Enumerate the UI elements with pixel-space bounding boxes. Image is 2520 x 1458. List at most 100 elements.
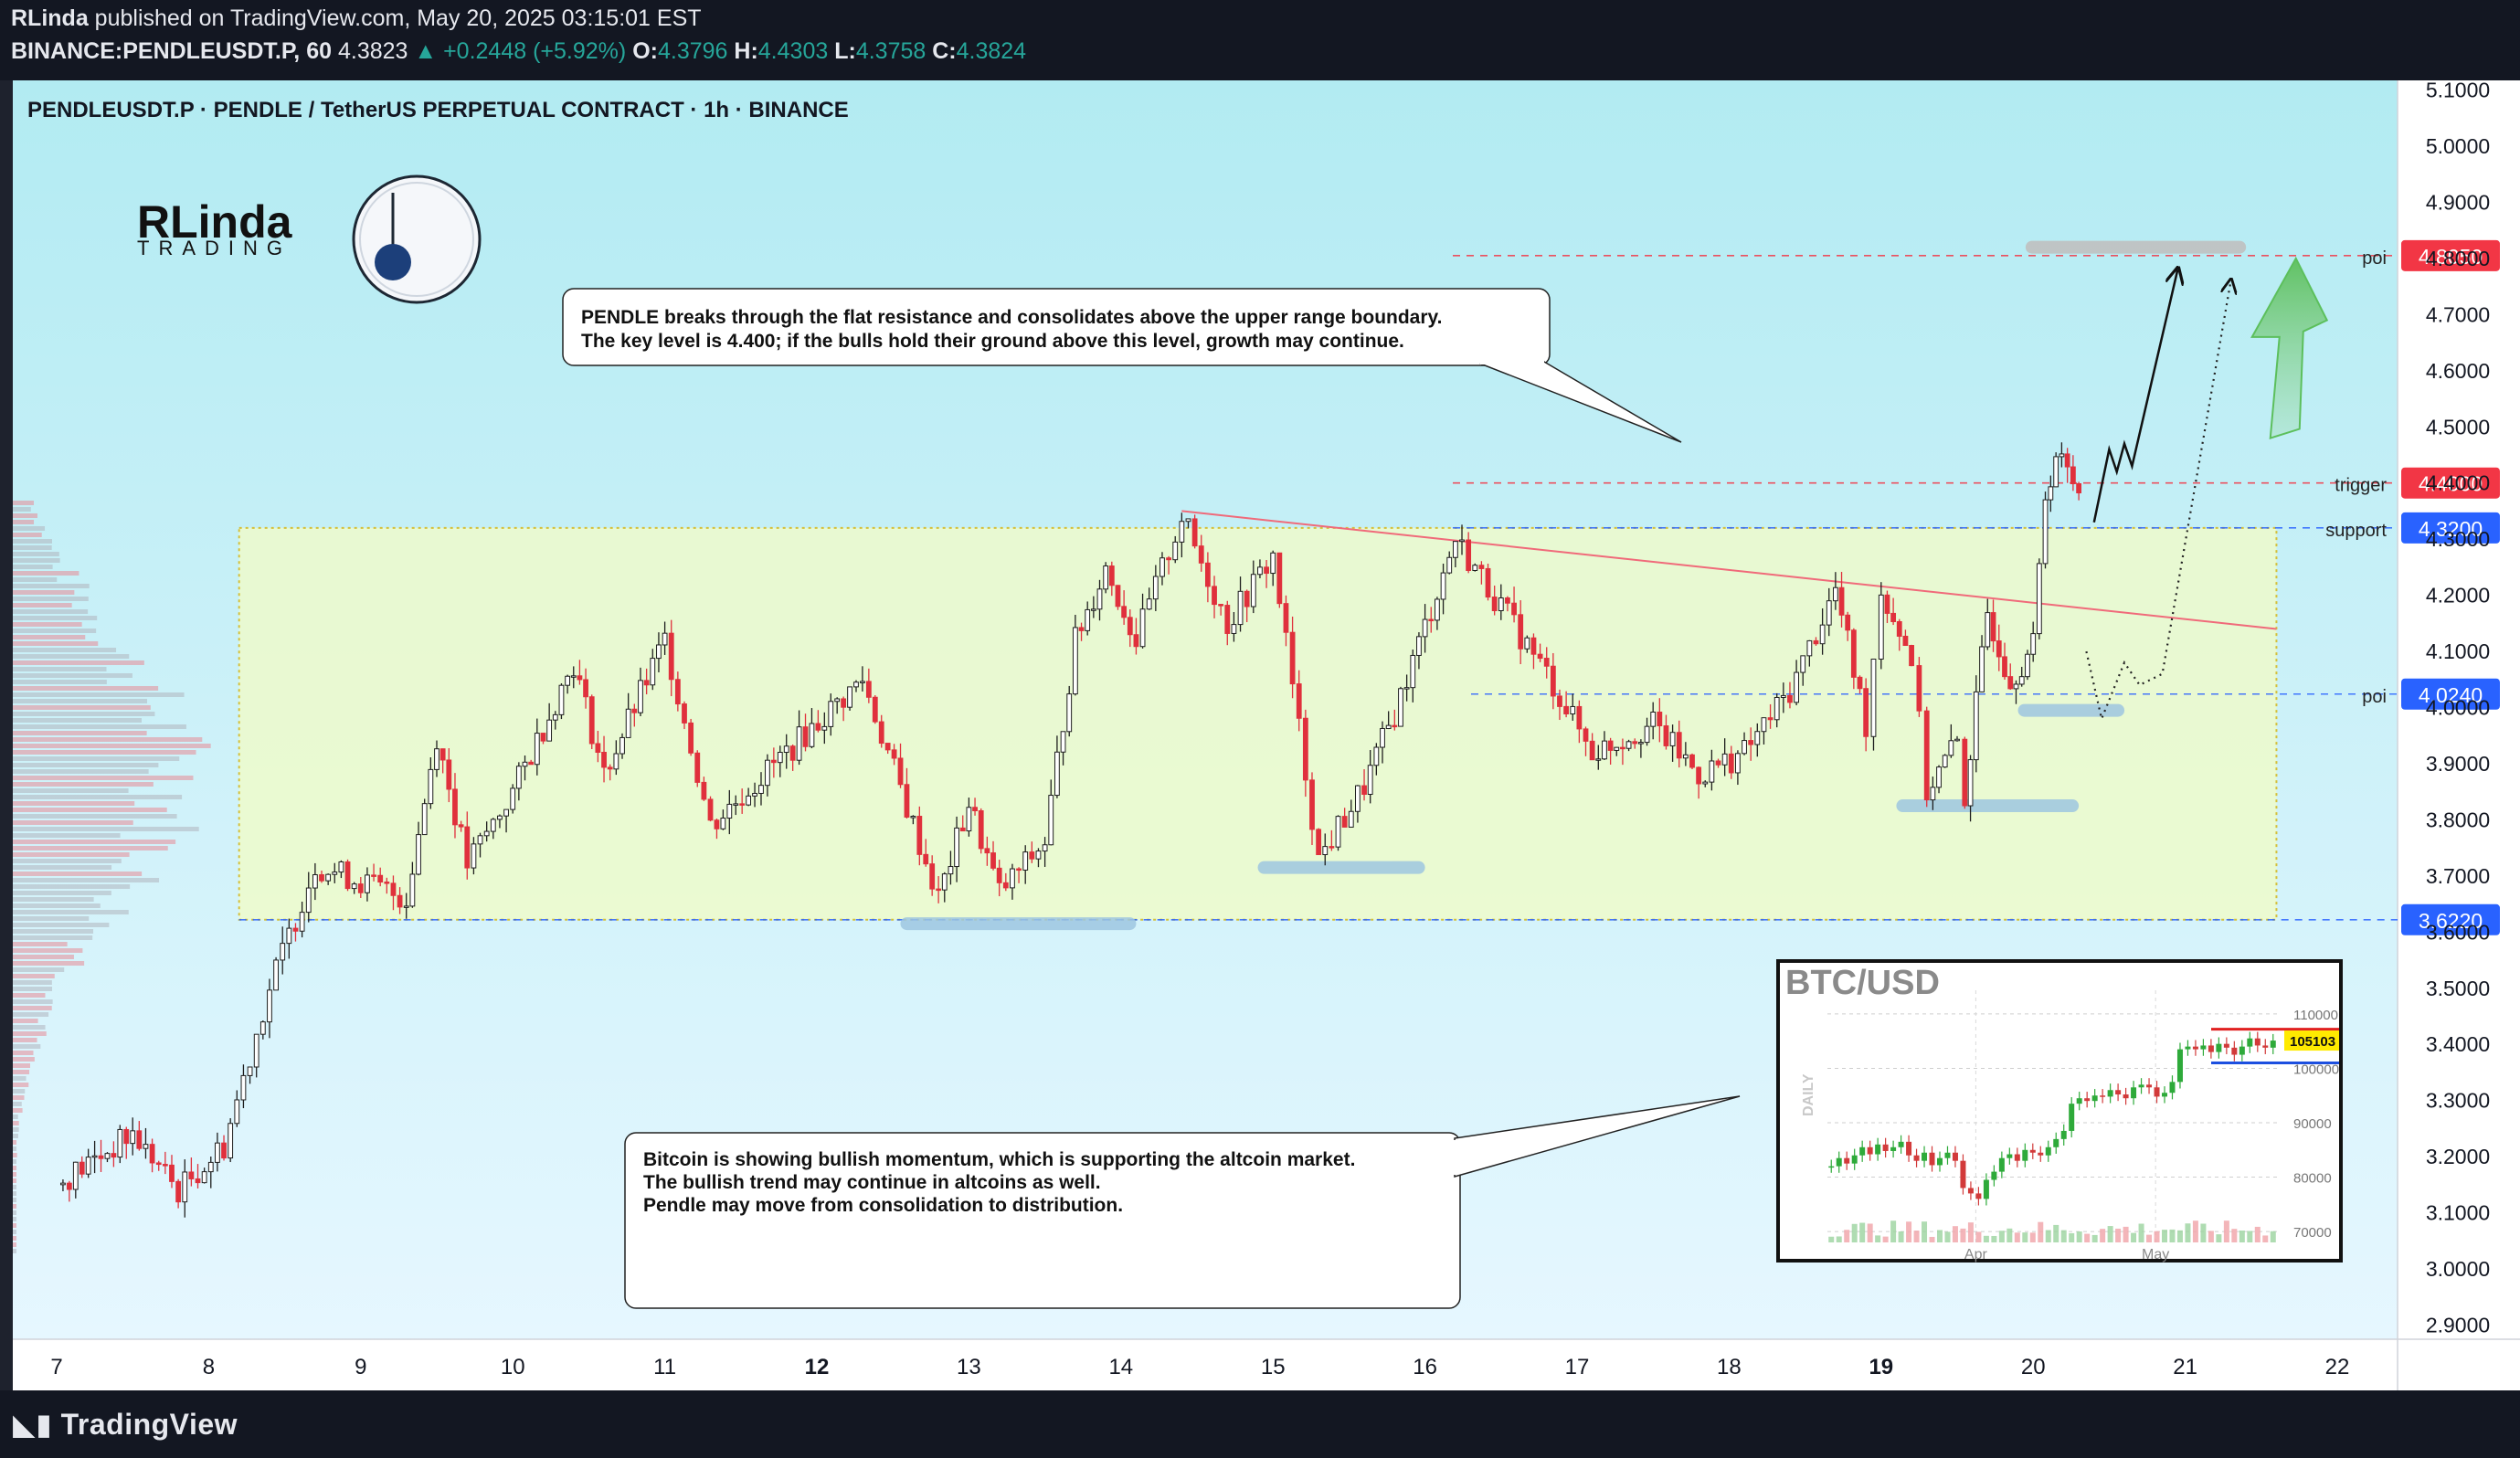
time-axis[interactable]	[13, 1339, 2398, 1390]
candle-body	[2059, 453, 2065, 458]
inset-volume-bar	[2223, 1220, 2229, 1242]
price-tick-label: 4.2000	[2426, 584, 2490, 608]
callout-top[interactable]: PENDLE breaks through the flat resistanc…	[562, 288, 1682, 443]
candle-body	[2076, 483, 2082, 494]
candle-body	[1909, 645, 1914, 667]
horizontal-levels: poi 4.8050 trigger 4.4000 support 4.3200 poi 4.…	[238, 239, 2500, 935]
volume-profile-bar	[13, 1057, 35, 1062]
price-tick-label: 5.1000	[2426, 80, 2490, 102]
callout-bottom[interactable]: Bitcoin is showing bullish momentum, whi…	[624, 1095, 1741, 1309]
candle-body	[694, 752, 701, 783]
candle-body	[1884, 594, 1890, 614]
candle-body	[2042, 499, 2049, 565]
candle-body	[1870, 659, 1877, 737]
candle-body	[1728, 753, 1734, 774]
candle-body	[72, 1161, 79, 1190]
candle-body	[1212, 586, 1217, 606]
candle-body	[91, 1155, 98, 1158]
candle-body	[503, 808, 509, 817]
candle-body	[471, 843, 477, 869]
candle-body	[1819, 624, 1826, 645]
volume-profile-bar	[13, 526, 46, 531]
projection-path-bullish[interactable]	[2092, 269, 2178, 523]
candle-body	[1863, 688, 1869, 737]
candle-body	[860, 681, 865, 683]
candle-body	[1283, 603, 1289, 633]
volume-profile-bar	[13, 1140, 16, 1145]
candle-body	[570, 675, 577, 678]
volume-profile-bar	[13, 1038, 37, 1042]
candle-body	[1595, 758, 1602, 761]
volume-profile-bar	[13, 910, 129, 914]
candle-body	[305, 887, 312, 914]
volume-profile-bar	[13, 507, 31, 512]
poi-zones	[900, 240, 2247, 931]
candle-body	[1108, 565, 1115, 586]
inset-volume-bar	[2239, 1231, 2245, 1242]
inset-volume-bar	[2169, 1229, 2176, 1242]
clock-logo-icon	[352, 174, 482, 304]
volume-profile	[13, 501, 211, 1253]
volume-profile-bar	[13, 1019, 38, 1023]
resistance-trendline[interactable]	[1181, 510, 2277, 630]
candle-body	[1466, 539, 1472, 571]
volume-profile-bar	[13, 1121, 19, 1125]
volume-profile-bar	[13, 1076, 26, 1081]
candle-body	[643, 680, 650, 686]
candle-body	[1583, 728, 1589, 742]
inset-volume-bar	[2091, 1234, 2098, 1242]
candle-body	[1289, 631, 1296, 685]
inset-candle-body	[2270, 1041, 2276, 1048]
candle-body	[2030, 633, 2037, 655]
level-badge-label: 4.0240	[2419, 683, 2483, 707]
author-name[interactable]: RLinda	[11, 5, 89, 31]
inset-volume-bar	[1828, 1236, 1835, 1242]
inset-candle-body	[2014, 1154, 2020, 1161]
volume-profile-bar	[13, 942, 68, 946]
candle-body	[929, 863, 936, 890]
bullish-arrow-icon[interactable]	[2250, 256, 2329, 439]
price-axis[interactable]	[2398, 80, 2520, 1339]
candle-body	[1813, 639, 1819, 645]
candle-body	[1826, 600, 1832, 626]
candle-body	[182, 1171, 188, 1203]
candle-body	[416, 834, 421, 875]
high-value: 4.4303	[757, 38, 829, 64]
candle-body	[490, 819, 496, 832]
btc-inset[interactable]: BTC/USD DAILY 110000 100000 90000 80000 7000…	[1776, 959, 2343, 1263]
volume-profile-bar	[13, 590, 75, 595]
inset-candle-body	[1983, 1179, 1989, 1199]
tradingview-logo[interactable]: ◣▮ TradingView	[13, 1407, 238, 1442]
candle-body	[2036, 563, 2042, 635]
candle-body	[201, 1171, 207, 1184]
volume-profile-bar	[13, 961, 85, 966]
price-chart[interactable]: poi 4.8050 trigger 4.4000 support 4.3200 poi 4.…	[0, 80, 2520, 1390]
inset-candle-body	[1913, 1155, 1920, 1161]
tradingview-brand-text: TradingView	[60, 1408, 238, 1441]
candle-body	[910, 816, 916, 819]
candle-body	[1392, 724, 1398, 728]
candle-body	[1857, 676, 1863, 690]
inset-candle-body	[2060, 1130, 2067, 1139]
candle-body	[1103, 565, 1109, 590]
candle-body	[1657, 712, 1663, 727]
level-badge-label: 4.3200	[2419, 517, 2483, 541]
volume-profile-bar	[13, 903, 101, 908]
candle-body	[1498, 597, 1504, 612]
candle-body	[79, 1161, 85, 1175]
candle-body	[954, 827, 959, 868]
volume-profile-bar	[13, 846, 168, 850]
close-label: C:	[932, 38, 957, 64]
candle-body	[1335, 816, 1341, 848]
inset-volume-bar	[1960, 1228, 1966, 1242]
inset-candle-body	[1851, 1155, 1858, 1164]
candle-body	[834, 698, 841, 703]
candle-body	[853, 681, 859, 688]
candle-body	[978, 809, 984, 850]
inset-volume-bar	[2060, 1230, 2067, 1242]
inset-volume-bar	[2138, 1223, 2144, 1242]
level-badge-label: 4.8050	[2419, 245, 2483, 269]
candle-body	[357, 883, 364, 893]
symbol-label: BINANCE:PENDLEUSDT.P, 60	[11, 38, 333, 64]
inset-volume-bar	[2154, 1231, 2160, 1242]
